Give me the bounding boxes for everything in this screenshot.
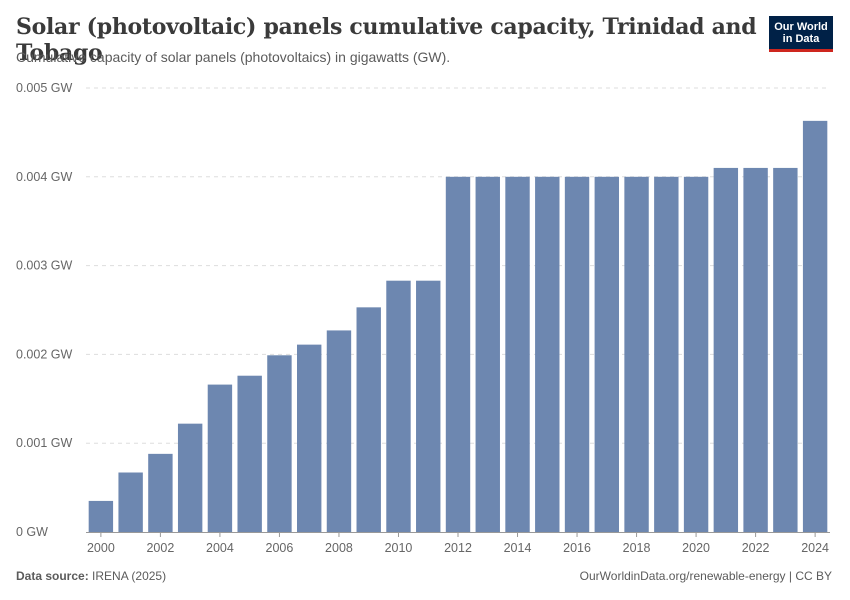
- y-tick-label: 0.003 GW: [16, 259, 72, 273]
- bar-2009[interactable]: [356, 307, 381, 532]
- bar-2003[interactable]: [177, 423, 203, 532]
- y-tick-label: 0.005 GW: [16, 81, 72, 95]
- owid-logo[interactable]: Our World in Data: [769, 16, 833, 52]
- bar-2018[interactable]: [624, 176, 649, 533]
- bar-2024[interactable]: [802, 120, 828, 532]
- x-tick-label: 2004: [206, 541, 234, 555]
- x-tick-label: 2002: [146, 541, 174, 555]
- x-tick-label: 2008: [325, 541, 353, 555]
- x-tick-label: 2012: [444, 541, 472, 555]
- logo-line-2: in Data: [782, 33, 820, 45]
- bar-2000[interactable]: [88, 500, 114, 532]
- bar-2021[interactable]: [713, 167, 739, 533]
- x-tick-label: 2000: [87, 541, 115, 555]
- data-source-value[interactable]: IRENA (2025): [92, 569, 167, 583]
- chart-title: Solar (photovoltaic) panels cumulative c…: [16, 14, 757, 66]
- y-tick-label: 0.002 GW: [16, 347, 72, 361]
- data-source: Data source: IRENA (2025): [16, 569, 166, 583]
- bar-2023[interactable]: [773, 167, 798, 533]
- bar-2010[interactable]: [386, 280, 411, 532]
- bar-2011[interactable]: [416, 280, 441, 532]
- bar-2005[interactable]: [237, 375, 262, 532]
- bars: [88, 120, 828, 533]
- x-tick-label: 2022: [742, 541, 770, 555]
- bar-2013[interactable]: [475, 176, 500, 533]
- bar-2007[interactable]: [296, 344, 322, 532]
- x-tick-label: 2016: [563, 541, 591, 555]
- bar-2017[interactable]: [594, 176, 620, 533]
- bar-2019[interactable]: [654, 176, 679, 533]
- bar-2014[interactable]: [505, 176, 530, 533]
- x-tick-label: 2006: [266, 541, 294, 555]
- bar-2020[interactable]: [683, 176, 709, 533]
- x-tick-label: 2018: [623, 541, 651, 555]
- bar-2001[interactable]: [118, 472, 143, 532]
- bar-2004[interactable]: [207, 384, 233, 532]
- logo-line-1: Our World: [774, 21, 828, 33]
- x-tick-label: 2010: [385, 541, 413, 555]
- bar-2008[interactable]: [326, 330, 352, 532]
- bar-2006[interactable]: [267, 355, 292, 532]
- x-tick-label: 2024: [801, 541, 829, 555]
- bar-2022[interactable]: [743, 167, 768, 533]
- chart-subtitle: Cumulative capacity of solar panels (pho…: [16, 49, 451, 65]
- bar-2015[interactable]: [535, 176, 560, 533]
- x-tick-label: 2020: [682, 541, 710, 555]
- x-tick-label: 2014: [504, 541, 532, 555]
- y-tick-label: 0.004 GW: [16, 170, 72, 184]
- y-tick-label: 0.001 GW: [16, 436, 72, 450]
- axes: 0 GW 0.001 GW 0.002 GW 0.003 GW 0.004 GW 0.00…: [16, 81, 830, 555]
- bar-2002[interactable]: [148, 453, 173, 532]
- bar-2012[interactable]: [445, 176, 471, 533]
- y-tick-label: 0 GW: [16, 525, 48, 539]
- bar-2016[interactable]: [564, 176, 590, 533]
- data-source-label: Data source:: [16, 569, 89, 583]
- footer-credit[interactable]: OurWorldinData.org/renewable-energy | CC…: [579, 569, 832, 583]
